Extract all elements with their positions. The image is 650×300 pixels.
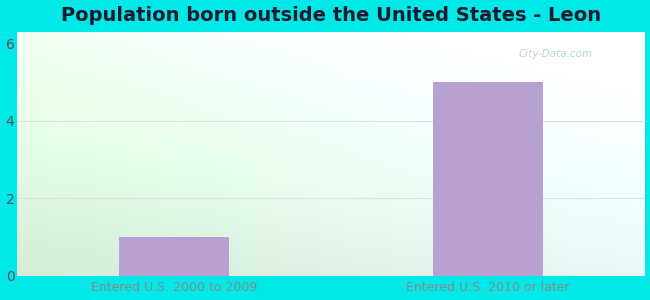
Bar [433,82,543,276]
Title: Population born outside the United States - Leon: Population born outside the United State… [60,6,601,25]
Bar [119,237,229,276]
Text: City-Data.com: City-Data.com [519,49,593,59]
